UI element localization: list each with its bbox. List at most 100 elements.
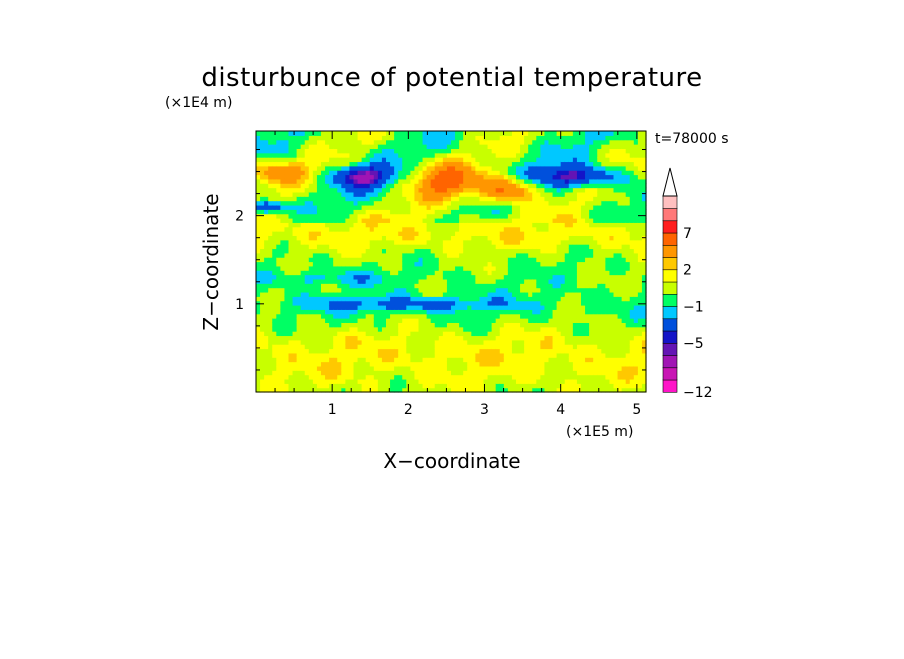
contour-cell bbox=[365, 287, 371, 293]
contour-cell bbox=[426, 309, 432, 315]
contour-cell bbox=[280, 252, 286, 258]
contour-cell bbox=[284, 178, 290, 184]
contour-cell bbox=[507, 387, 513, 393]
contour-cell bbox=[560, 378, 566, 384]
contour-cell bbox=[272, 287, 277, 293]
contour-cell bbox=[426, 235, 432, 241]
contour-cell bbox=[284, 361, 290, 367]
contour-cell bbox=[438, 191, 444, 197]
contour-cell bbox=[434, 239, 440, 245]
contour-cell bbox=[532, 322, 537, 328]
contour-cell bbox=[528, 257, 533, 263]
contour-cell bbox=[272, 218, 277, 223]
contour-cell bbox=[381, 261, 387, 267]
contour-cell bbox=[544, 348, 550, 354]
contour-cell bbox=[438, 226, 444, 232]
contour-cell bbox=[329, 357, 334, 363]
contour-cell bbox=[499, 270, 505, 276]
contour-cell bbox=[422, 170, 428, 176]
contour-cell bbox=[442, 287, 448, 293]
contour-cell bbox=[268, 165, 273, 171]
contour-cell bbox=[503, 374, 509, 380]
contour-cell bbox=[394, 231, 399, 236]
contour-cell bbox=[357, 361, 363, 367]
contour-cell bbox=[268, 383, 273, 389]
contour-cell bbox=[499, 161, 505, 167]
contour-cell bbox=[552, 296, 558, 302]
contour-cell bbox=[304, 265, 310, 271]
contour-cell bbox=[564, 322, 570, 328]
contour-cell bbox=[548, 200, 554, 206]
contour-cell bbox=[455, 339, 460, 345]
contour-cell bbox=[532, 178, 537, 184]
contour-cell bbox=[487, 187, 493, 193]
contour-cell bbox=[483, 326, 489, 332]
contour-cell bbox=[369, 191, 375, 197]
contour-cell bbox=[300, 287, 306, 293]
contour-cell bbox=[410, 335, 416, 341]
contour-cell bbox=[325, 200, 330, 206]
contour-cell bbox=[564, 370, 570, 376]
contour-cell bbox=[377, 239, 383, 245]
contour-cell bbox=[524, 213, 529, 219]
contour-cell bbox=[552, 370, 558, 376]
contour-cell bbox=[451, 196, 456, 202]
contour-cell bbox=[438, 231, 444, 236]
contour-cell bbox=[316, 296, 322, 302]
contour-cell bbox=[499, 178, 505, 184]
contour-cell bbox=[540, 226, 546, 232]
contour-cell bbox=[341, 335, 346, 341]
contour-cell bbox=[503, 283, 509, 289]
contour-cell bbox=[373, 261, 379, 267]
contour-cell bbox=[276, 200, 281, 206]
contour-cell bbox=[499, 244, 505, 250]
contour-cell bbox=[361, 361, 367, 367]
contour-cell bbox=[503, 135, 509, 141]
contour-cell bbox=[349, 157, 355, 163]
contour-cell bbox=[414, 387, 420, 393]
contour-cell bbox=[536, 257, 541, 263]
contour-cell bbox=[430, 257, 436, 263]
contour-cell bbox=[520, 144, 525, 149]
contour-cell bbox=[548, 296, 554, 302]
contour-cell bbox=[337, 174, 342, 180]
contour-cell bbox=[288, 305, 294, 310]
contour-cell bbox=[520, 213, 525, 219]
contour-cell bbox=[589, 244, 594, 250]
contour-cell bbox=[507, 170, 513, 176]
contour-cell bbox=[536, 157, 541, 163]
contour-cell bbox=[524, 365, 529, 371]
contour-cell bbox=[365, 383, 371, 389]
contour-cell bbox=[483, 213, 489, 219]
contour-cell bbox=[467, 274, 472, 280]
contour-cell bbox=[455, 378, 460, 384]
contour-cell bbox=[471, 357, 476, 363]
contour-cell bbox=[532, 291, 537, 297]
contour-cell bbox=[402, 244, 407, 250]
contour-cell bbox=[398, 231, 403, 236]
contour-cell bbox=[414, 265, 420, 271]
contour-cell bbox=[406, 365, 411, 371]
contour-cell bbox=[467, 283, 472, 289]
contour-cell bbox=[390, 235, 395, 241]
contour-cell bbox=[406, 183, 411, 189]
contour-cell bbox=[284, 296, 290, 302]
contour-cell bbox=[276, 144, 281, 149]
contour-cell bbox=[499, 365, 505, 371]
contour-cell bbox=[256, 226, 261, 232]
contour-cell bbox=[568, 261, 574, 267]
contour-cell bbox=[296, 191, 302, 197]
contour-cell bbox=[499, 196, 505, 202]
contour-cell bbox=[556, 339, 562, 345]
contour-cell bbox=[386, 291, 391, 297]
contour-cell bbox=[329, 191, 334, 197]
contour-cell bbox=[536, 348, 541, 354]
contour-cell bbox=[438, 283, 444, 289]
contour-cell bbox=[556, 300, 562, 306]
contour-cell bbox=[483, 174, 489, 180]
contour-cell bbox=[365, 339, 371, 345]
contour-cell bbox=[325, 209, 330, 215]
contour-cell bbox=[568, 152, 574, 158]
contour-cell bbox=[329, 139, 334, 145]
contour-cell bbox=[524, 383, 529, 389]
